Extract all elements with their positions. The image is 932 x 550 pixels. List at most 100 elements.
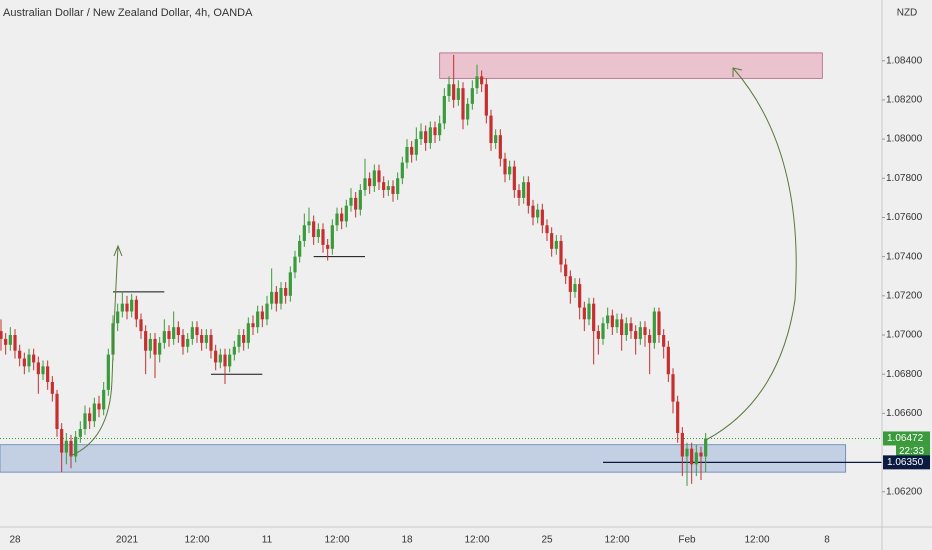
- candle-body: [643, 327, 647, 336]
- candle-body: [256, 311, 260, 328]
- candle-body: [368, 178, 372, 187]
- candle-body: [494, 135, 498, 144]
- arrow: [705, 67, 797, 441]
- arrow: [69, 246, 119, 457]
- candle-body: [536, 209, 540, 218]
- candle-body: [209, 335, 213, 351]
- candle-body: [274, 291, 278, 304]
- candle-body: [424, 131, 428, 144]
- candle-body: [540, 209, 544, 226]
- candle-body: [4, 338, 8, 345]
- candle-body: [624, 323, 628, 336]
- candle-body: [592, 303, 596, 332]
- candle-body: [568, 276, 572, 292]
- candle-body: [106, 354, 110, 390]
- candle-body: [153, 338, 157, 355]
- candle-body: [489, 115, 493, 144]
- candle-body: [36, 362, 40, 375]
- candle-body: [335, 213, 339, 226]
- candle-body: [405, 146, 409, 163]
- y-tick-label: 1.07000: [886, 330, 923, 341]
- candle-body: [400, 162, 404, 179]
- candle-body: [92, 403, 96, 422]
- candle-body: [246, 323, 250, 343]
- candle-body: [466, 103, 470, 120]
- candle-body: [498, 135, 502, 159]
- x-tick-label: 12:00: [604, 535, 629, 546]
- candle-body: [564, 264, 568, 277]
- candle-body: [195, 327, 199, 336]
- candle-body: [522, 182, 526, 198]
- candle-body: [629, 323, 633, 332]
- candle-body: [200, 335, 204, 343]
- candle-body: [662, 335, 666, 347]
- candle-body: [685, 448, 689, 457]
- candle-body: [704, 438, 708, 457]
- candle-body: [97, 403, 101, 410]
- x-tick-label: 28: [9, 535, 21, 546]
- arrow-head: [113, 244, 123, 257]
- candle-body: [671, 374, 675, 402]
- candle-body: [475, 76, 479, 89]
- y-tick-label: 1.07800: [886, 173, 923, 184]
- last-price-label: 1.06472: [887, 433, 924, 444]
- candle-body: [377, 170, 381, 183]
- candle-body: [694, 452, 698, 465]
- y-tick-label: 1.08000: [886, 134, 923, 145]
- candle-body: [634, 331, 638, 339]
- candle-body: [125, 303, 129, 312]
- candle-body: [358, 190, 362, 210]
- candle-body: [251, 323, 255, 328]
- last-price-badge: [883, 431, 930, 446]
- candle-body: [512, 166, 516, 191]
- candle-body: [223, 354, 227, 367]
- countdown-badge: [896, 445, 930, 458]
- y-tick-label: 1.06800: [886, 369, 923, 380]
- x-tick-label: 12:00: [184, 535, 209, 546]
- candle-body: [615, 319, 619, 328]
- x-tick-label: 8: [824, 535, 830, 546]
- candle-body: [433, 127, 437, 136]
- candle-body: [27, 354, 31, 367]
- candle-body: [181, 335, 185, 347]
- candle-body: [573, 284, 577, 292]
- candle-body: [648, 335, 652, 343]
- x-tick-label: 12:00: [464, 535, 489, 546]
- candle-body: [419, 131, 423, 140]
- candle-body: [111, 323, 115, 355]
- candle-body: [442, 95, 446, 124]
- candle-body: [102, 389, 106, 410]
- arrow-head: [732, 67, 743, 77]
- candle-body: [690, 448, 694, 465]
- candle-body: [158, 342, 162, 355]
- candle-body: [260, 311, 264, 320]
- x-tick-label: 2021: [116, 535, 139, 546]
- candle-body: [307, 221, 311, 226]
- candle-body: [139, 319, 143, 332]
- candle-body: [470, 88, 474, 104]
- candle-body: [284, 287, 288, 296]
- candle-body: [214, 350, 218, 363]
- x-tick-label: 11: [262, 535, 273, 546]
- candle-body: [302, 225, 306, 241]
- x-tick-label: 12:00: [324, 535, 349, 546]
- candle-body: [316, 229, 320, 238]
- candle-body: [452, 84, 456, 100]
- candle-body: [596, 331, 600, 339]
- candle-body: [218, 354, 222, 363]
- candle-body: [676, 401, 680, 433]
- candle-body: [447, 84, 451, 96]
- candle-body: [190, 327, 194, 339]
- candle-body: [326, 244, 330, 249]
- y-tick-label: 1.08200: [886, 95, 923, 106]
- candle-body: [116, 311, 120, 324]
- candle-body: [517, 190, 521, 198]
- countdown-label: 22:33: [899, 446, 924, 457]
- candle-body: [578, 284, 582, 308]
- candle-body: [559, 240, 563, 265]
- candle-body: [382, 182, 386, 191]
- candle-body: [130, 299, 134, 312]
- candle-body: [41, 366, 45, 375]
- candle-body: [699, 452, 703, 457]
